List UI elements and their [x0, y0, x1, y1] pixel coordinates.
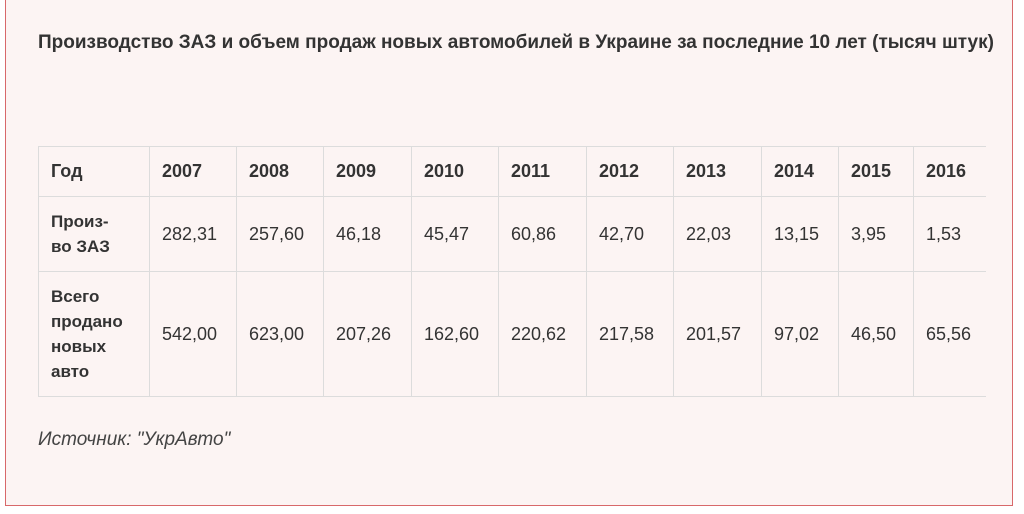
table-cell: 3,95 — [838, 196, 914, 272]
header-cell: 2007 — [149, 146, 237, 197]
table-cell: 22,03 — [673, 196, 762, 272]
header-cell: 2011 — [498, 146, 587, 197]
table-body: Произ-во ЗАЗ 282,31 257,60 46,18 45,47 60,86 4… — [38, 196, 986, 397]
row-header-cell: Всего продано новых авто — [38, 271, 150, 397]
table-cell: 45,47 — [411, 196, 499, 272]
row-header-cell: Произ-во ЗАЗ — [38, 196, 150, 272]
table-cell: 60,86 — [498, 196, 587, 272]
source: Источник: "УкрАвто" — [38, 429, 231, 450]
title: Производство ЗАЗ и объем продаж новых ав… — [38, 32, 994, 53]
table-cell: 1,53 — [913, 196, 986, 272]
table-cell: 623,00 — [236, 271, 324, 397]
table-cell: 207,26 — [323, 271, 412, 397]
table-cell: 282,31 — [149, 196, 237, 272]
header-cell: Год — [38, 146, 150, 197]
header-cell: 2012 — [586, 146, 674, 197]
data-table: Год 2007 2008 2009 2010 2011 2012 2013 2014 2015 2… — [38, 146, 986, 397]
header-cell: 2009 — [323, 146, 412, 197]
header-cell: 2013 — [673, 146, 762, 197]
header-cell: 2010 — [411, 146, 499, 197]
table-cell: 97,02 — [761, 271, 839, 397]
table-cell: 542,00 — [149, 271, 237, 397]
table-row: Всего продано новых авто 542,00 623,00 207,… — [38, 271, 986, 397]
row-header-text: Произ-во ЗАЗ — [51, 212, 110, 256]
table-cell: 162,60 — [411, 271, 499, 397]
table-head: Год 2007 2008 2009 2010 2011 2012 2013 2014 2015 2… — [38, 146, 986, 197]
table-cell: 65,56 — [913, 271, 986, 397]
header-cell: 2014 — [761, 146, 839, 197]
panel: Производство ЗАЗ и объем продаж новых ав… — [5, 0, 1013, 506]
table-cell: 13,15 — [761, 196, 839, 272]
table-cell: 201,57 — [673, 271, 762, 397]
table-cell: 46,50 — [838, 271, 914, 397]
table-cell: 42,70 — [586, 196, 674, 272]
row-header-text: Всего продано новых авто — [51, 287, 123, 381]
table-cell: 257,60 — [236, 196, 324, 272]
header-row: Год 2007 2008 2009 2010 2011 2012 2013 2014 2015 2… — [38, 146, 986, 197]
table-cell: 217,58 — [586, 271, 674, 397]
table-cell: 220,62 — [498, 271, 587, 397]
header-cell: 2008 — [236, 146, 324, 197]
table-row: Произ-во ЗАЗ 282,31 257,60 46,18 45,47 60,86 4… — [38, 196, 986, 272]
header-cell: 2016 — [913, 146, 986, 197]
header-cell: 2015 — [838, 146, 914, 197]
table-cell: 46,18 — [323, 196, 412, 272]
